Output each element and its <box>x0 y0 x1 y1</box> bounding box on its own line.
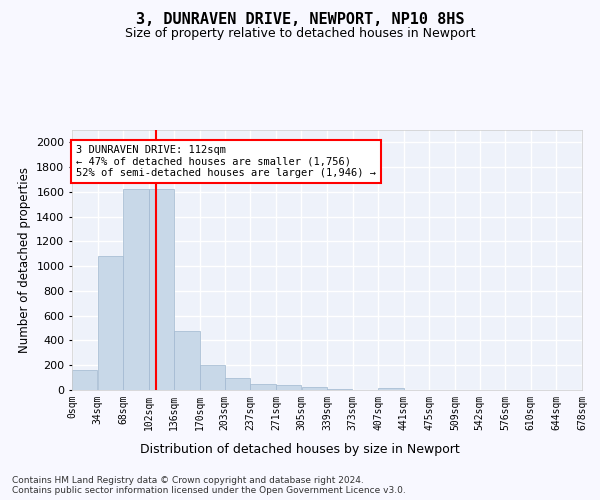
Bar <box>98 256 123 390</box>
Bar <box>302 387 327 390</box>
Text: 3 DUNRAVEN DRIVE: 112sqm
← 47% of detached houses are smaller (1,756)
52% of sem: 3 DUNRAVEN DRIVE: 112sqm ← 47% of detach… <box>76 145 376 178</box>
Text: Distribution of detached houses by size in Newport: Distribution of detached houses by size … <box>140 442 460 456</box>
Bar <box>276 385 301 390</box>
Bar <box>72 370 97 390</box>
Bar <box>250 384 276 390</box>
Text: 3, DUNRAVEN DRIVE, NEWPORT, NP10 8HS: 3, DUNRAVEN DRIVE, NEWPORT, NP10 8HS <box>136 12 464 28</box>
Bar <box>175 330 200 390</box>
Bar <box>225 378 250 390</box>
Bar <box>123 189 149 390</box>
Bar <box>378 388 404 390</box>
Text: Contains HM Land Registry data © Crown copyright and database right 2024.
Contai: Contains HM Land Registry data © Crown c… <box>12 476 406 495</box>
Y-axis label: Number of detached properties: Number of detached properties <box>17 167 31 353</box>
Bar <box>149 190 174 390</box>
Text: Size of property relative to detached houses in Newport: Size of property relative to detached ho… <box>125 28 475 40</box>
Bar <box>200 365 224 390</box>
